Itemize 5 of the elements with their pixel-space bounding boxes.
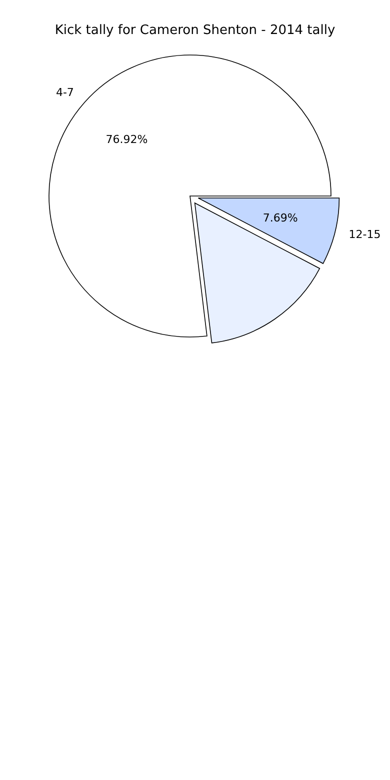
slice-label: 4-7: [56, 86, 74, 100]
data-label: 76.92%: [106, 132, 148, 146]
chart-title: Kick tally for Cameron Shenton - 2014 tally: [54, 23, 336, 38]
slice-label: 12-15: [348, 228, 381, 242]
data-label: 7.69%: [262, 211, 298, 224]
